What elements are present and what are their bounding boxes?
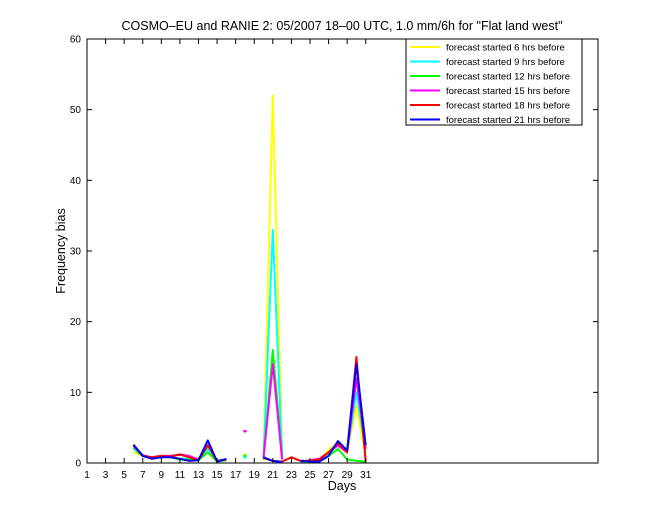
legend-item: forecast started 12 hrs before: [410, 72, 570, 83]
x-axis-label: Days: [328, 479, 356, 493]
x-tick-label: 1: [84, 470, 90, 481]
legend-item: forecast started 21 hrs before: [410, 115, 570, 126]
x-tick-label: 11: [175, 470, 186, 481]
legend-label: forecast started 9 hrs before: [446, 57, 565, 68]
legend-item: forecast started 18 hrs before: [410, 101, 570, 112]
legend-item: forecast started 15 hrs before: [410, 86, 570, 97]
x-tick-label: 29: [342, 470, 354, 481]
series-line: [262, 363, 284, 460]
series-layer: [132, 94, 367, 464]
x-tick-label: 7: [140, 470, 146, 481]
series-line: [300, 363, 367, 463]
legend-label: forecast started 18 hrs before: [446, 101, 570, 112]
y-tick-label: 20: [70, 317, 82, 328]
legend-label: forecast started 12 hrs before: [446, 72, 570, 83]
legend-label: forecast started 6 hrs before: [446, 43, 565, 54]
x-tick-label: 17: [230, 470, 242, 481]
y-axis-label: Frequency bias: [54, 208, 68, 293]
x-tick-label: 19: [249, 470, 261, 481]
y-tick-label: 0: [75, 459, 81, 470]
legend: forecast started 6 hrs before forecast st…: [405, 38, 583, 126]
legend-label: forecast started 15 hrs before: [446, 86, 570, 97]
x-tick-label: 23: [286, 470, 298, 481]
legend-box: [405, 38, 583, 126]
y-tick-label: 30: [70, 247, 82, 258]
x-tick-label: 21: [267, 470, 279, 481]
legend-item: forecast started 9 hrs before: [410, 57, 565, 68]
legend-items: forecast started 6 hrs before forecast st…: [410, 43, 570, 126]
chart-title: COSMO–EU and RANIE 2: 05/2007 18–00 UTC,…: [121, 19, 562, 33]
x-tick-label: 27: [323, 470, 335, 481]
x-tick-label: 5: [121, 470, 127, 481]
y-tick-label: 60: [70, 35, 82, 46]
series-line: [262, 94, 284, 461]
y-tick-label: 50: [70, 105, 82, 116]
x-tick-label: 3: [103, 470, 109, 481]
y-tick-label: 10: [70, 388, 82, 399]
x-tick-label: 31: [360, 470, 372, 481]
y-tick-label: 40: [70, 176, 82, 187]
x-tick-label: 15: [212, 470, 224, 481]
x-tick-label: 13: [193, 470, 205, 481]
x-tick-label: 25: [304, 470, 316, 481]
legend-label: forecast started 21 hrs before: [446, 115, 570, 126]
x-tick-label: 9: [159, 470, 165, 481]
series-line: [262, 228, 284, 460]
legend-item: forecast started 6 hrs before: [410, 43, 565, 54]
